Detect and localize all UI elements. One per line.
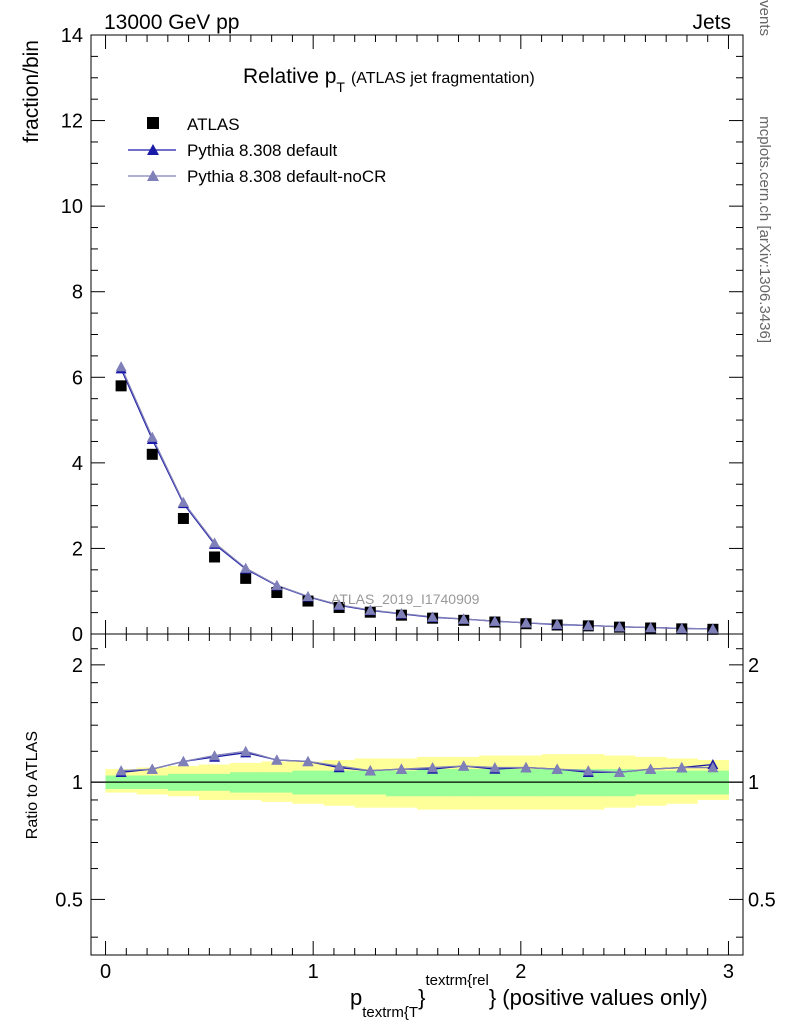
ratio-data-point-1 (520, 762, 532, 773)
atlas-data-point (240, 572, 252, 584)
mc-data-point-2 (146, 431, 158, 442)
y-axis-label: fraction/bin (20, 40, 43, 143)
green-band-bin (385, 770, 418, 797)
ratio-data-point-1 (613, 766, 625, 777)
main-y-tick-label: 12 (61, 111, 83, 133)
ratio-data-point-1 (177, 755, 189, 767)
ratio-data-point-1 (364, 765, 376, 776)
ratio-y-tick-label-right: 1 (748, 772, 759, 794)
ratio-data-point-1 (645, 763, 657, 774)
ratio-y-tick-label: 0.5 (55, 889, 83, 911)
x-tick-label: 2 (515, 961, 526, 983)
ratio-data-point-1 (115, 765, 127, 776)
ratio-data-point-1 (458, 760, 470, 771)
legend-atlas-marker (147, 117, 159, 129)
atlas-data-point (177, 512, 189, 524)
ratio-data-point-1 (707, 762, 719, 773)
mc-data-point-2 (676, 622, 688, 634)
legend: ATLAS Pythia 8.308 default Pythia 8.308 … (128, 115, 386, 186)
series-line-2 (120, 366, 713, 630)
ratio-data-point-1 (146, 763, 158, 774)
legend-default-label: Pythia 8.308 default (187, 141, 338, 160)
mc-data-point-2 (271, 579, 283, 590)
atlas-data-point (271, 586, 283, 598)
mc-data-point-2 (395, 607, 407, 619)
ratio-uncertainty-bands (91, 754, 743, 810)
x-axis-label: ptextrm{T}textrm{rel} (positive values o… (350, 972, 708, 1021)
ratio-data-point-1 (427, 762, 439, 773)
legend-nocr-label: Pythia 8.308 default-noCR (187, 167, 386, 186)
series-lines (120, 366, 713, 773)
mc-data-point-2 (427, 611, 439, 622)
atlas-data-point (115, 380, 127, 392)
main-y-tick-label: 10 (61, 196, 83, 218)
mc-data-point-2 (520, 617, 532, 628)
jets-label: Jets (692, 11, 731, 34)
mc-data-point-2 (707, 623, 719, 634)
ratio-data-point-1 (676, 762, 688, 773)
ratio-data-point-1 (551, 763, 563, 774)
ratio-data-point-1 (489, 762, 501, 773)
mc-data-point-2 (458, 613, 470, 624)
axis-ticks (91, 34, 743, 955)
mc-data-point-2 (209, 537, 221, 548)
ratio-y-tick-label: 1 (72, 772, 83, 794)
ratio-y-axis-label: Ratio to ATLAS (24, 731, 41, 839)
ratio-data-point-1 (395, 763, 407, 774)
mc-data-point-2 (302, 590, 314, 602)
data-markers (115, 361, 719, 777)
energy-label: 13000 GeV pp (104, 11, 239, 34)
mc-data-point-2 (489, 615, 501, 626)
mc-data-point-2 (645, 622, 657, 633)
mcplots-label: mcplots.cern.ch [arXiv:1306.3436] (756, 116, 773, 343)
main-y-tick-label: 8 (72, 282, 83, 304)
ratio-data-point-1 (271, 754, 283, 765)
ratio-series-line-1 (121, 750, 713, 773)
ratio-y-tick-label-right: 2 (748, 655, 759, 677)
mc-data-point-2 (115, 361, 127, 372)
atlas-data-point (209, 551, 221, 563)
main-y-tick-label: 2 (72, 538, 83, 560)
main-y-tick-label: 4 (72, 453, 83, 475)
atlas-data-point (146, 448, 158, 460)
mc-data-point-2 (240, 562, 252, 573)
series-line-1 (120, 368, 713, 630)
ratio-data-point-1 (209, 750, 221, 761)
analysis-watermark: ATLAS_2019_I1740909 (331, 591, 480, 607)
rivet-label: Rivet 3.1.10, ≥ 2.7M events (756, 0, 773, 36)
mc-data-point-2 (364, 604, 376, 615)
legend-atlas-label: ATLAS (187, 115, 240, 134)
legend-default-marker (147, 144, 159, 155)
plot-title: Relative pT (ATLAS jet fragmentation) (243, 65, 535, 95)
ratio-data-point-1 (302, 755, 314, 767)
mc-data-point-2 (582, 619, 594, 631)
legend-nocr-marker (147, 170, 159, 181)
ratio-data-point-1 (582, 765, 594, 776)
mc-data-point-2 (613, 621, 625, 632)
main-y-tick-label: 14 (61, 25, 83, 47)
x-tick-label: 0 (100, 961, 111, 983)
main-y-tick-label: 6 (72, 367, 83, 389)
ratio-data-point-1 (240, 745, 252, 756)
ratio-y-tick-label-right: 0.5 (748, 889, 776, 911)
x-tick-label: 1 (308, 961, 319, 983)
x-tick-label: 3 (723, 961, 734, 983)
ratio-data-point-1 (333, 760, 345, 771)
ratio-y-tick-label: 2 (72, 655, 83, 677)
mc-data-point-2 (177, 496, 189, 507)
mc-data-point-2 (551, 618, 563, 629)
main-y-tick-label: 0 (72, 624, 83, 646)
mc-data-point-2 (333, 599, 345, 610)
